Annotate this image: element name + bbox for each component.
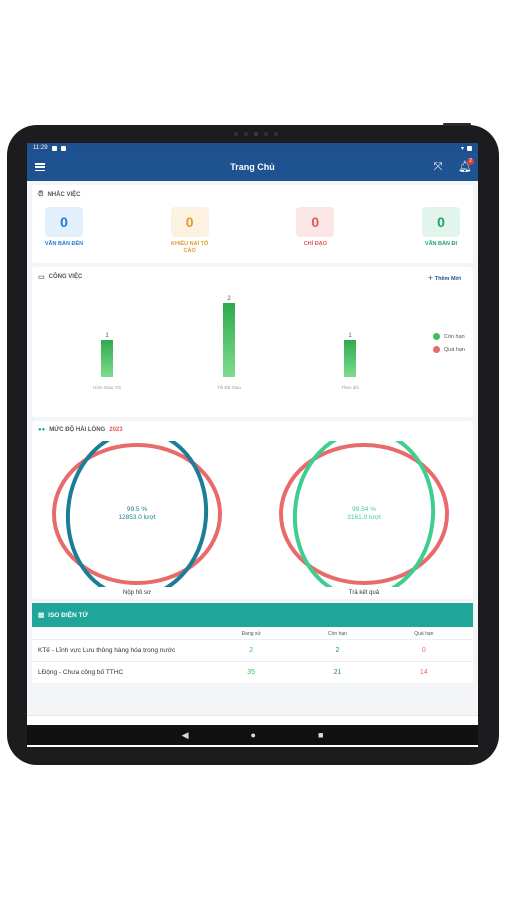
- satisfaction-card: ●● MỨC ĐỘ HÀI LÒNG 2023 99.5 % 12853.0 lư…: [32, 421, 473, 599]
- iso-row[interactable]: LĐộng - Chưa công bố TTHC 35 21 14: [32, 661, 473, 683]
- sync-icon: [60, 145, 66, 151]
- iso-col-header: Còn hạn: [328, 631, 347, 637]
- task-bar[interactable]: [344, 340, 356, 377]
- menu-icon[interactable]: [35, 163, 45, 171]
- legend-label: Còn hạn: [443, 333, 465, 340]
- reminder-tile[interactable]: 0 CHỈ ĐẠO: [291, 207, 339, 255]
- clock-icon: ⏰︎: [38, 191, 44, 198]
- donut-caption: Nộp hồ sơ: [123, 590, 151, 596]
- iso-row-name: LĐộng - Chưa công bố TTHC: [38, 669, 124, 676]
- main-content: ⏰︎ NHẮC VIỆC 0 VĂN BẢN ĐẾN 0 KHIẾU NẠI TỐ C…: [27, 181, 478, 715]
- reminder-label: CHỈ ĐẠO: [303, 241, 327, 247]
- legend-dot: [432, 333, 440, 340]
- bar-value-label: 1: [105, 333, 109, 339]
- battery-icon: [467, 145, 472, 151]
- reminder-count: 0: [45, 207, 83, 237]
- iso-card: ▤ ISO ĐIỆN TỬ Đang xử Còn hạn Quá hạn KT…: [32, 603, 473, 683]
- home-button-icon[interactable]: ●: [250, 730, 256, 740]
- legend-dot: [432, 346, 440, 353]
- iso-processing-value: 2: [249, 647, 254, 654]
- add-task-label: Thêm Mới: [434, 276, 461, 282]
- iso-heading: ISO ĐIỆN TỬ: [48, 611, 88, 619]
- status-bar: 11:29 ▾: [27, 143, 478, 153]
- iso-column-headers: Đang xử Còn hạn Quá hạn: [32, 627, 473, 639]
- reminder-label: KHIẾU NẠI TỐ CÁO: [171, 241, 209, 254]
- bar-value-label: 2: [227, 296, 231, 302]
- satisfaction-heading: MỨC ĐỘ HÀI LÒNG: [49, 427, 106, 433]
- system-nav-bar: ◀ ● ■: [27, 725, 478, 745]
- donut-count: 12853.0 lượt: [118, 514, 156, 521]
- back-icon[interactable]: ◀: [181, 729, 189, 740]
- reminder-count: 0: [170, 207, 209, 237]
- reminder-count: 0: [296, 207, 335, 237]
- iso-col-header: Quá hạn: [414, 631, 434, 637]
- iso-header: ▤ ISO ĐIỆN TỬ: [32, 603, 473, 627]
- notification-icon: [51, 145, 57, 151]
- app-bar: Trang Chủ ⤧ 🔔︎ 2: [27, 153, 478, 181]
- iso-row[interactable]: KTế - Lĩnh vực Lưu thông hàng hóa trong …: [32, 639, 473, 661]
- tasks-bar-chart: 1 Hôm Giao Tôi 2 Tôi Đã Giao 1 Theo dõi: [93, 296, 359, 390]
- reminder-tile[interactable]: 0 VĂN BẢN ĐI: [417, 207, 465, 255]
- satisfaction-year: 2023: [109, 427, 123, 433]
- donut-percent: 99.54 %: [352, 506, 376, 513]
- legend-item: Còn hạn: [432, 333, 465, 340]
- legend-label: Quá hạn: [443, 346, 465, 353]
- satisfaction-icon: ●●: [38, 427, 46, 433]
- satisfaction-donut[interactable]: 99.54 % 3161.0 lượt: [277, 429, 451, 599]
- recents-icon[interactable]: ■: [317, 730, 324, 740]
- app-screen: 11:29 ▾ Trang Chủ ⤧ 🔔︎ 2 ⏰︎ NHẮC VIỆC 0 VĂ…: [27, 143, 478, 747]
- iso-ontime-value: 21: [333, 669, 342, 676]
- bar-value-label: 1: [348, 333, 352, 339]
- wifi-icon: ▾: [460, 145, 464, 152]
- page-title: Trang Chủ: [230, 162, 275, 172]
- iso-ontime-value: 2: [335, 647, 340, 654]
- qr-scan-icon[interactable]: ⤧: [433, 161, 443, 173]
- donut-percent: 99.5 %: [126, 506, 148, 513]
- bar-category-label: Tôi Đã Giao: [217, 385, 242, 390]
- chart-legend: Còn hạn Quá hạn: [432, 333, 465, 359]
- bell-icon[interactable]: 🔔︎ 2: [458, 158, 474, 173]
- iso-processing-value: 35: [247, 669, 256, 676]
- iso-row-name: KTế - Lĩnh vực Lưu thông hàng hóa trong …: [38, 647, 176, 654]
- reminder-tile[interactable]: 0 VĂN BẢN ĐẾN: [40, 207, 88, 255]
- add-task-button[interactable]: ＋ Thêm Mới: [427, 276, 461, 282]
- notification-badge: 2: [467, 158, 474, 165]
- reminders-heading: NHẮC VIỆC: [47, 192, 81, 198]
- donut-center: 99.5 % 12853.0 lượt: [50, 506, 224, 522]
- iso-overdue-value: 0: [421, 647, 426, 654]
- iso-col-header: Đang xử: [241, 631, 261, 637]
- iso-icon: ▤: [38, 612, 45, 619]
- reminder-count: 0: [421, 207, 460, 237]
- tasks-card: ▭ CÔNG VIỆC ＋ Thêm Mới 1 Hôm Giao Tôi 2 Tôi…: [32, 267, 473, 417]
- reminders-card: ⏰︎ NHẮC VIỆC 0 VĂN BẢN ĐẾN 0 KHIẾU NẠI TỐ C…: [32, 185, 473, 263]
- satisfaction-donut[interactable]: 99.5 % 12853.0 lượt: [50, 429, 224, 599]
- task-bar[interactable]: [223, 303, 235, 377]
- reminder-label: VĂN BẢN ĐI: [424, 241, 458, 247]
- iso-overdue-value: 14: [419, 669, 428, 676]
- tasks-heading: CÔNG VIỆC: [48, 274, 83, 280]
- donut-caption: Trả kết quả: [348, 590, 380, 596]
- camera-bar: [221, 131, 291, 137]
- bar-category-label: Hôm Giao Tôi: [93, 385, 121, 390]
- power-button: [443, 123, 471, 126]
- donut-remainder: [52, 443, 222, 585]
- legend-item: Quá hạn: [432, 346, 465, 353]
- calendar-icon: ▭: [38, 274, 45, 281]
- donut-remainder: [279, 443, 449, 585]
- reminder-label: VĂN BẢN ĐẾN: [44, 241, 84, 247]
- donut-count: 3161.0 lượt: [347, 514, 381, 521]
- reminder-tile[interactable]: 0 KHIẾU NẠI TỐ CÁO: [166, 207, 214, 255]
- task-bar[interactable]: [101, 340, 113, 377]
- bar-category-label: Theo dõi: [341, 385, 359, 390]
- status-time: 11:29: [33, 145, 48, 151]
- donut-center: 99.54 % 3161.0 lượt: [277, 506, 451, 522]
